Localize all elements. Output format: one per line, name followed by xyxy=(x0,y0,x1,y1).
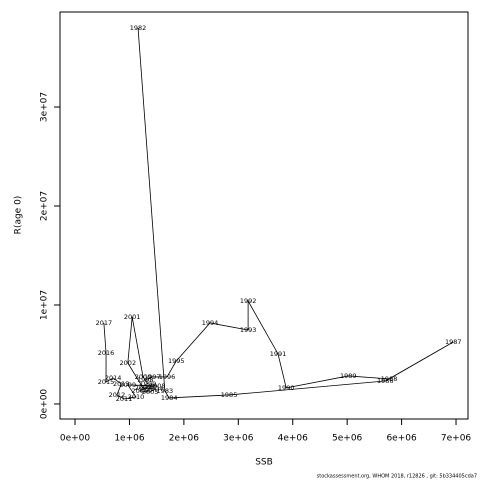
year-label: 1986 xyxy=(377,377,394,385)
year-label: 2005 xyxy=(142,388,159,396)
trajectory-line xyxy=(103,28,454,400)
year-label: 1984 xyxy=(161,394,178,402)
year-label: 1998 xyxy=(137,376,154,384)
year-label: 1997 xyxy=(144,373,161,381)
year-label: 2008 xyxy=(149,382,166,390)
year-label: 1982 xyxy=(130,24,147,32)
year-label: 1999 xyxy=(140,380,157,388)
x-tick-label: 1e+06 xyxy=(114,434,145,444)
year-label: 2002 xyxy=(120,359,137,367)
x-tick-label: 3e+06 xyxy=(223,434,254,444)
y-tick-label: 1e+07 xyxy=(40,290,50,320)
year-label: 2017 xyxy=(96,319,113,327)
y-tick-label: 3e+07 xyxy=(40,92,50,122)
year-label: 1990 xyxy=(278,384,295,392)
x-tick-label: 0e+00 xyxy=(60,434,91,444)
x-tick-label: 2e+06 xyxy=(169,434,200,444)
plot-frame xyxy=(59,11,469,420)
y-axis-label: R(age 0) xyxy=(14,196,24,235)
year-label: 2006 xyxy=(132,387,149,395)
year-label: 1991 xyxy=(270,350,287,358)
x-axis-label: SSB xyxy=(255,458,273,468)
year-label: 1994 xyxy=(202,319,219,327)
year-label: 2014 xyxy=(105,374,122,382)
x-tick-label: 5e+06 xyxy=(332,434,363,444)
year-label: 1987 xyxy=(445,338,462,346)
year-label: 2015 xyxy=(98,378,115,386)
y-tick-label: 0e+00 xyxy=(40,389,50,420)
year-label: 1988 xyxy=(381,375,398,383)
year-label: 1985 xyxy=(221,391,238,399)
year-label: 1989 xyxy=(340,372,357,380)
year-label: 1993 xyxy=(240,326,257,334)
footnote: stockassessment.org, WHOM 2018, r12826 ,… xyxy=(317,474,477,480)
year-label: 2016 xyxy=(98,349,115,357)
year-label: 2000 xyxy=(135,373,152,381)
year-label: 1996 xyxy=(159,373,176,381)
year-label: 2013 xyxy=(113,380,130,388)
year-label: 2003 xyxy=(135,384,152,392)
year-label: 1983 xyxy=(157,387,174,395)
year-label: 1992 xyxy=(240,297,257,305)
year-label: 2001 xyxy=(124,313,141,321)
year-label: 2012 xyxy=(109,391,126,399)
x-tick-label: 4e+06 xyxy=(278,434,309,444)
year-label: 2010 xyxy=(128,393,145,401)
year-label: 2004 xyxy=(147,385,164,393)
x-tick-label: 6e+06 xyxy=(386,434,417,444)
y-tick-label: 2e+07 xyxy=(40,191,50,221)
year-label: 2011 xyxy=(116,395,133,403)
year-label: 2009 xyxy=(120,381,137,389)
x-tick-label: 7e+06 xyxy=(441,434,472,444)
year-label: 2007 xyxy=(139,383,156,391)
year-label: 1995 xyxy=(168,357,185,365)
